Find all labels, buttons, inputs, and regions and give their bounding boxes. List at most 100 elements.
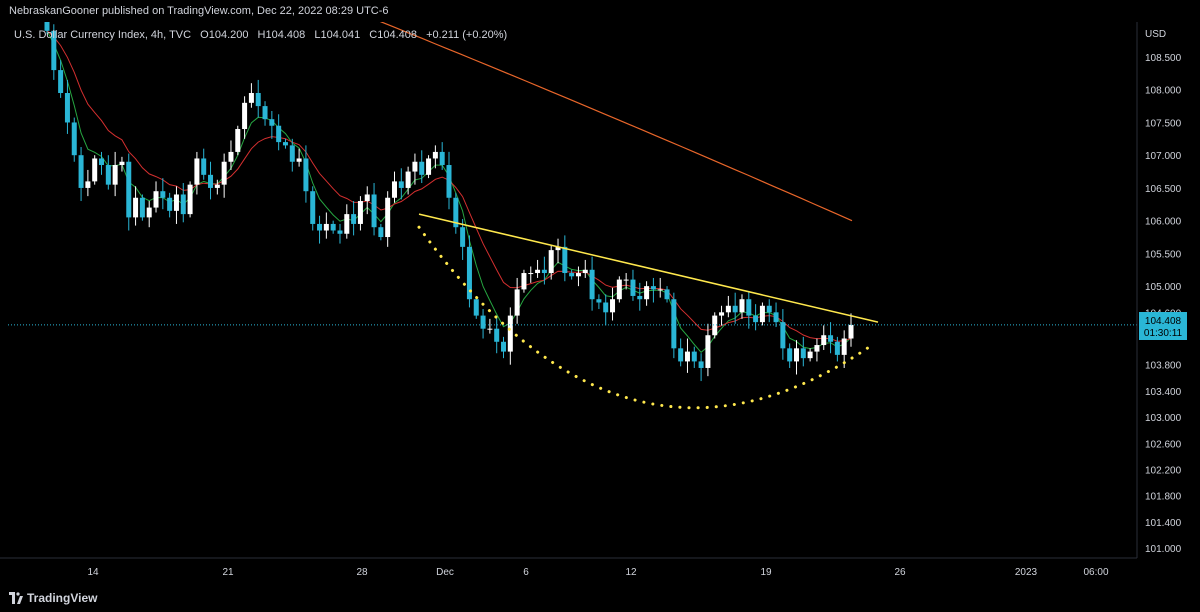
price-tick-label: 106.500 <box>1145 184 1182 195</box>
last-price-badge <box>1139 312 1187 340</box>
candle-body <box>317 223 323 231</box>
candle-body <box>657 289 663 291</box>
candle-body <box>235 129 241 152</box>
candle-body <box>650 286 656 290</box>
price-tick-label: 103.400 <box>1145 387 1182 398</box>
candle-body <box>282 142 288 146</box>
candle-body <box>548 250 554 274</box>
time-tick-label: 14 <box>87 567 99 578</box>
candlestick-chart[interactable]: 108.500 108.000 107.500 107.000 106.500 106.0… <box>0 0 1200 584</box>
candle-body <box>398 181 404 188</box>
candle-body <box>753 315 759 323</box>
candle-body <box>848 324 854 339</box>
drawings <box>8 213 1137 410</box>
candle-body <box>834 341 840 355</box>
candle-body <box>64 93 70 123</box>
candle-body <box>630 279 636 296</box>
candle-body <box>310 191 316 224</box>
candle-body <box>221 161 227 185</box>
ohlc-open-value: 104.200 <box>209 29 249 41</box>
instrument-name: U.S. Dollar Currency Index, 4h, TVC <box>14 29 191 41</box>
currency-label: USD <box>1145 29 1166 40</box>
candle-body <box>364 194 370 202</box>
candle-body <box>167 197 173 211</box>
candle-body <box>480 315 486 329</box>
time-tick-label: 2023 <box>1015 567 1038 578</box>
price-tick-label: 103.000 <box>1145 413 1182 424</box>
chart-area[interactable]: 108.500 108.000 107.500 107.000 106.500 106.0… <box>0 0 1200 584</box>
last-price-label: 104.408 <box>1145 316 1182 327</box>
candle-body <box>242 102 248 130</box>
candle-body <box>126 161 132 218</box>
candle-body <box>732 305 738 313</box>
candle-body <box>698 361 704 368</box>
candle-body <box>821 335 827 346</box>
candle-body <box>501 341 507 352</box>
candle-body <box>766 305 772 313</box>
candle-body <box>521 273 527 290</box>
ohlc-h-label: H <box>258 29 266 41</box>
candle-body <box>405 171 411 188</box>
candle-body <box>262 106 268 120</box>
instrument-title: U.S. Dollar Currency Index, 4h, TVC O104… <box>14 29 507 41</box>
candle-body <box>99 158 105 166</box>
candle-body <box>725 305 731 313</box>
publisher-bar: NebraskanGooner published on TradingView… <box>0 0 1200 22</box>
candle-body <box>712 315 718 336</box>
candle-body <box>371 194 377 228</box>
candle-body <box>289 145 295 162</box>
candle-body <box>473 299 479 316</box>
price-tick-label: 108.000 <box>1145 86 1182 97</box>
countdown-label: 01:30:11 <box>1144 328 1183 339</box>
time-tick-label: 26 <box>894 567 906 578</box>
candles <box>44 17 854 382</box>
price-tick-label: 102.200 <box>1145 465 1182 476</box>
candle-body <box>487 328 493 330</box>
candle-body <box>575 273 581 277</box>
candle-body <box>357 201 363 224</box>
candle-body <box>739 299 745 313</box>
candle-body <box>303 158 309 192</box>
candle-body <box>85 181 91 188</box>
ohlc-high-value: 104.408 <box>266 29 306 41</box>
candle-body <box>44 20 50 31</box>
candle-body <box>541 269 547 274</box>
candle-body <box>671 299 677 349</box>
candle-body <box>773 312 779 323</box>
candle-body <box>255 93 261 107</box>
candle-body <box>644 286 650 300</box>
candle-body <box>187 184 193 215</box>
last-price-tag: 104.408 01:30:11 <box>1139 312 1187 340</box>
time-tick-label: 28 <box>356 567 368 578</box>
candle-body <box>214 184 220 188</box>
candle-body <box>71 122 77 156</box>
time-tick-label: 6 <box>523 567 529 578</box>
candle-body <box>719 312 725 316</box>
candle-body <box>160 191 166 198</box>
candle-body <box>514 289 520 316</box>
price-tick-label: 106.000 <box>1145 217 1182 228</box>
candle-body <box>378 227 384 238</box>
price-tick-label: 107.000 <box>1145 151 1182 162</box>
candle-body <box>146 207 152 218</box>
candle-body <box>787 348 793 362</box>
candle-body <box>494 328 500 342</box>
candle-body <box>453 197 459 228</box>
candle-body <box>58 70 64 94</box>
candle-body <box>582 269 588 274</box>
candle-body <box>678 348 684 362</box>
rounding-bottom-curve <box>417 225 874 410</box>
candle-body <box>92 158 98 182</box>
candle-body <box>228 151 234 162</box>
candle-body <box>248 93 254 103</box>
candle-body <box>119 161 125 166</box>
candle-body <box>814 345 820 352</box>
price-tick-label: 101.800 <box>1145 492 1182 503</box>
candle-body <box>466 246 472 300</box>
price-tick-label: 101.400 <box>1145 518 1182 529</box>
candle-body <box>603 302 609 313</box>
candle-body <box>269 119 275 126</box>
candle-body <box>112 165 118 185</box>
candle-body <box>664 289 670 300</box>
candle-body <box>391 181 397 198</box>
